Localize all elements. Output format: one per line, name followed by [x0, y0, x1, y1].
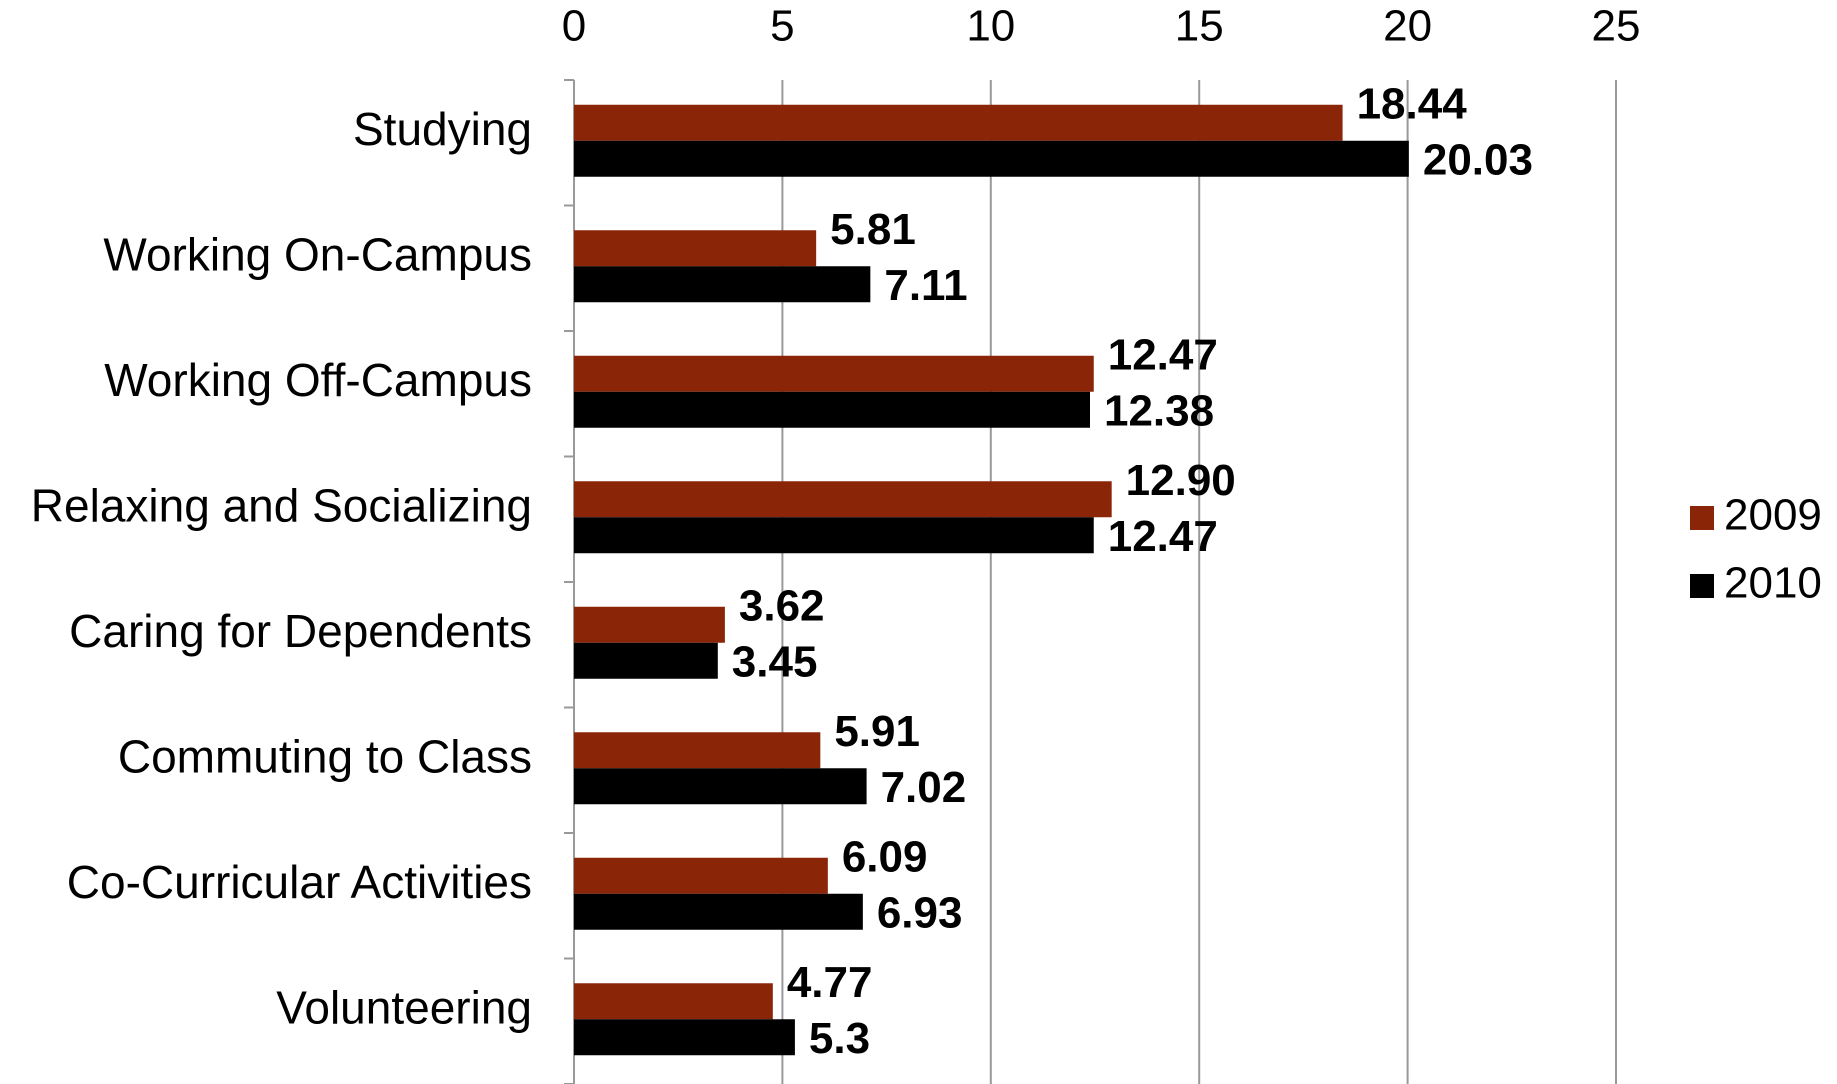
y-tick-label: Commuting to Class [118, 730, 532, 782]
value-label: 7.02 [881, 763, 967, 812]
bar [574, 481, 1112, 518]
bar [574, 606, 725, 643]
value-label: 5.91 [834, 707, 920, 756]
value-label: 6.93 [877, 888, 963, 937]
bar [574, 768, 867, 805]
value-label: 6.09 [842, 832, 928, 881]
bar [574, 983, 773, 1020]
bar [574, 266, 871, 303]
value-label: 12.47 [1108, 512, 1218, 561]
bar [574, 1019, 795, 1056]
y-tick-label: Working On-Campus [103, 228, 532, 280]
x-tick-label: 5 [770, 2, 794, 51]
x-tick-label: 10 [966, 2, 1015, 51]
bar [574, 732, 821, 769]
bar [574, 893, 863, 930]
value-label: 20.03 [1423, 135, 1533, 184]
bar [574, 355, 1094, 392]
y-tick-label: Co-Curricular Activities [67, 856, 532, 908]
x-tick-label: 0 [562, 2, 586, 51]
x-tick-label: 15 [1175, 2, 1224, 51]
value-label: 7.11 [884, 261, 967, 310]
value-label: 12.47 [1108, 330, 1218, 379]
y-tick-label: Relaxing and Socializing [31, 479, 532, 531]
legend-swatch [1690, 574, 1714, 598]
x-tick-label: 25 [1592, 2, 1641, 51]
bar [574, 857, 828, 894]
value-label: 12.38 [1104, 386, 1214, 435]
bar [574, 642, 718, 679]
bar [574, 140, 1409, 177]
value-label: 3.62 [739, 581, 825, 630]
legend-label: 2009 [1724, 491, 1822, 540]
y-tick-label: Working Off-Campus [104, 354, 532, 406]
bar [574, 104, 1343, 141]
value-label: 12.90 [1126, 456, 1236, 505]
value-label: 5.81 [830, 205, 916, 254]
bar [574, 391, 1090, 428]
legend-label: 2010 [1724, 559, 1822, 608]
bar [574, 230, 817, 267]
value-label: 4.77 [787, 958, 873, 1007]
value-label: 5.3 [809, 1014, 870, 1063]
y-tick-label: Caring for Dependents [69, 605, 532, 657]
legend-swatch [1690, 506, 1714, 530]
value-label: 18.44 [1357, 79, 1468, 128]
x-tick-label: 20 [1383, 2, 1432, 51]
value-label: 3.45 [732, 637, 818, 686]
y-tick-label: Studying [353, 103, 532, 155]
bar [574, 517, 1094, 554]
y-tick-label: Volunteering [276, 981, 532, 1033]
